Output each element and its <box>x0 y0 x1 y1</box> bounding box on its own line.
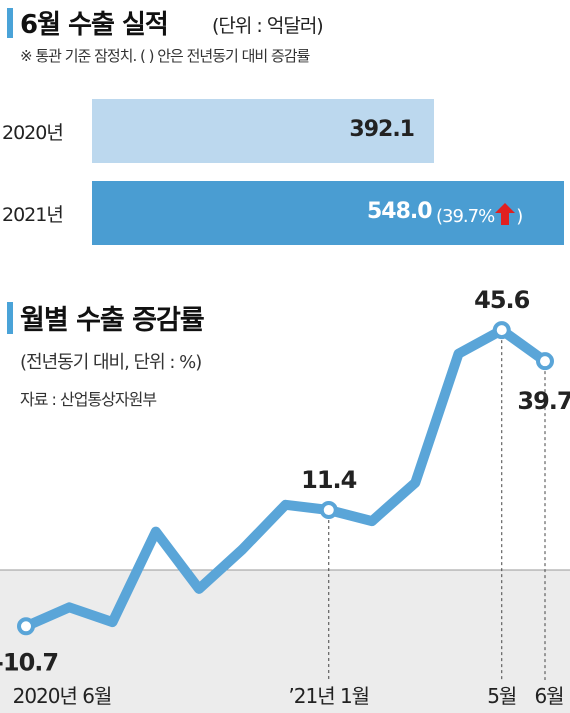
change-text: (39.7% <box>436 206 495 227</box>
point-marker <box>17 617 35 636</box>
bar-label-2020: 2020년 <box>2 122 64 144</box>
point-marker <box>536 352 554 371</box>
export-title: 6월 수출 실적 <box>20 10 169 40</box>
bar-2021: 548.0 (39.7%) <box>92 181 564 245</box>
tick-label: 6월 <box>534 684 563 708</box>
bar-value-2020: 392.1 <box>349 117 415 142</box>
point-marker <box>492 321 511 340</box>
bar-label-2021: 2021년 <box>2 204 64 226</box>
point-label: -10.7 <box>0 648 58 676</box>
title-accent-bar-2 <box>7 302 13 334</box>
bar-value-2021: 548.0 <box>367 199 433 224</box>
source-text: 자료 : 산업통상자원부 <box>20 390 157 409</box>
monthly-subtitle: (전년동기 대비, 단위 : %) <box>20 352 202 373</box>
negative-zone <box>0 570 570 713</box>
note-text: ※ 통관 기준 잠정치. ( ) 안은 전년동기 대비 증감률 <box>20 47 310 65</box>
point-label: 39.7 <box>517 387 570 415</box>
tick-label: 2020년 6월 <box>13 684 112 708</box>
bar-2020: 392.1 <box>92 99 434 163</box>
tick-label: ’21년 1월 <box>288 684 369 708</box>
tick-label: 5월 <box>487 684 516 708</box>
series-line <box>21 325 550 632</box>
point-label: 45.6 <box>474 286 530 314</box>
monthly-title: 월별 수출 증감률 <box>20 305 205 336</box>
point-label: 11.4 <box>301 466 357 494</box>
up-arrow-icon <box>495 203 516 225</box>
unit-label: (단위 : 억달러) <box>212 15 324 37</box>
title-accent-bar <box>7 8 13 38</box>
point-marker <box>319 501 338 520</box>
close-paren: ) <box>516 206 523 227</box>
bar-change-2021: (39.7%) <box>436 202 523 227</box>
